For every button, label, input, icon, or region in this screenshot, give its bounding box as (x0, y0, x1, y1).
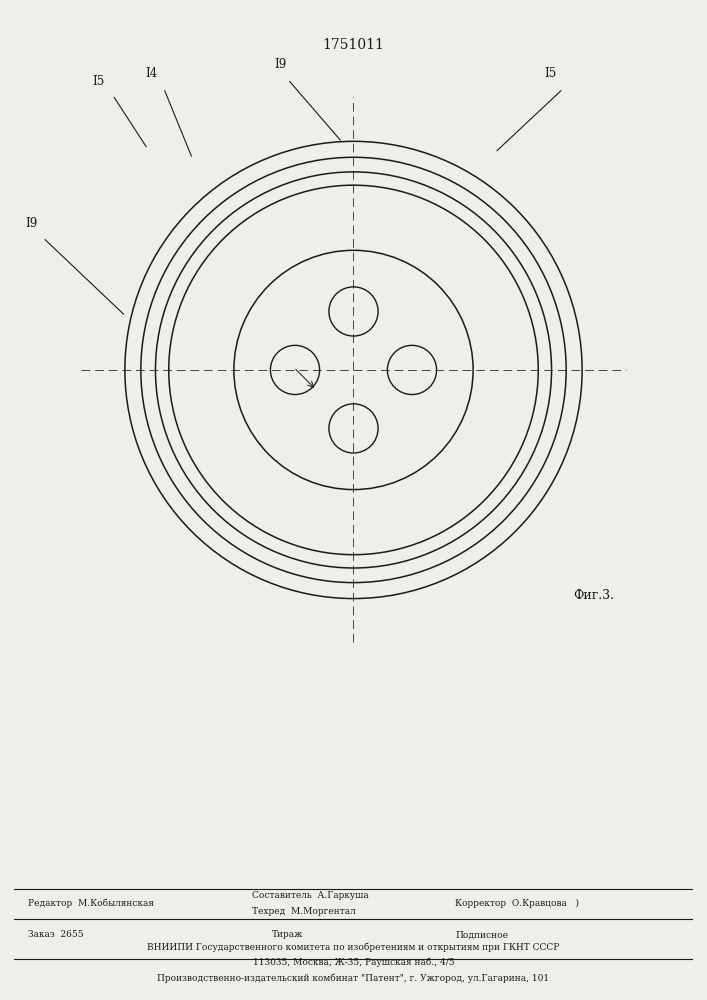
Text: I4: I4 (146, 67, 158, 80)
Text: Тираж: Тираж (272, 930, 303, 939)
Text: I5: I5 (92, 75, 105, 88)
Text: I5: I5 (544, 67, 556, 80)
Text: Подписное: Подписное (455, 930, 508, 939)
Text: ВНИИПИ Государственного комитета по изобретениям и открытиям при ГКНТ СССР: ВНИИПИ Государственного комитета по изоб… (147, 943, 560, 952)
Text: I9: I9 (274, 58, 286, 71)
Text: Заказ  2655: Заказ 2655 (28, 930, 83, 939)
Text: Фиг.3.: Фиг.3. (573, 589, 614, 602)
Text: 1751011: 1751011 (322, 38, 385, 52)
Text: Техред  М.Моргентал: Техред М.Моргентал (252, 907, 356, 916)
Text: I9: I9 (25, 217, 38, 230)
Text: Производственно-издательский комбинат "Патент", г. Ужгород, ул.Гагарина, 101: Производственно-издательский комбинат "П… (158, 974, 549, 983)
Text: Корректор  О.Кравцова   ): Корректор О.Кравцова ) (455, 899, 579, 908)
Text: Составитель  А.Гаркуша: Составитель А.Гаркуша (252, 891, 368, 900)
Text: Редактор  М.Кобылянская: Редактор М.Кобылянская (28, 899, 153, 908)
Text: 113035, Москва, Ж-35, Раушская наб., 4/5: 113035, Москва, Ж-35, Раушская наб., 4/5 (252, 958, 455, 967)
